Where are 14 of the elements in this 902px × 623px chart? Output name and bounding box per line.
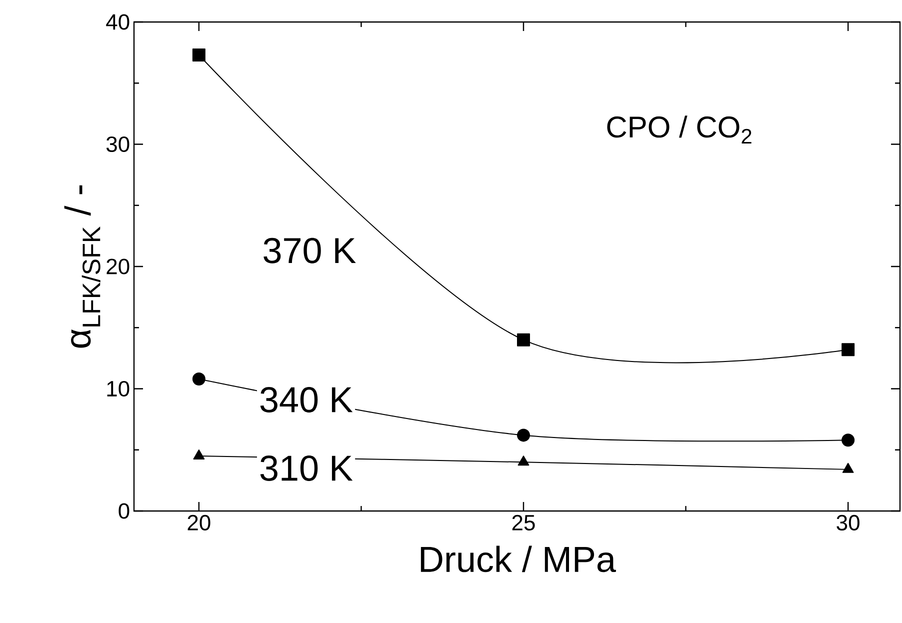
y-axis-title: α$_{LFK/SFK}$ / - (64, 185, 100, 348)
x-tick-label: 30 (836, 514, 860, 530)
y-tick-label: 40 (106, 14, 130, 30)
x-tick-label: 25 (512, 514, 535, 530)
series-label: 310 K (260, 455, 353, 481)
y-tick-label: 0 (118, 503, 130, 519)
y-tick-label: 30 (106, 136, 130, 152)
y-tick-label: 10 (107, 380, 130, 397)
x-tick-label: 20 (188, 514, 210, 530)
x-axis-title: Druck / MPa (420, 546, 616, 572)
y-tick-label: 20 (106, 258, 130, 274)
annotation: CPO / CO$_{2}$ (607, 116, 752, 144)
series-label: 370 K (264, 238, 356, 264)
series-label: 340 K (260, 387, 353, 413)
